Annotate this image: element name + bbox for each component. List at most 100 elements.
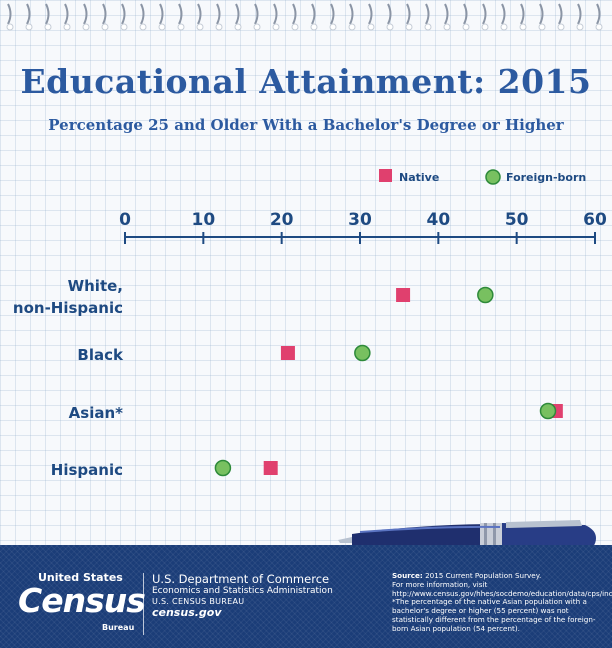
binding-hole [519,23,527,31]
binding-ring [558,3,563,25]
legend-foreign-born-marker [485,169,501,185]
legend: Native Foreign-born [379,169,586,185]
binding-hole [120,23,128,31]
spiral-binding [6,3,603,31]
binding-hole [139,23,147,31]
binding-ring [501,3,506,25]
x-tick-label: 60 [583,210,607,230]
binding-ring [159,3,164,25]
binding-hole [234,23,242,31]
binding-ring [539,3,544,25]
binding-ring [292,3,297,25]
binding-ring [463,3,468,25]
binding-ring [387,3,392,25]
binding-ring [596,3,601,25]
binding-ring [121,3,126,25]
binding-hole [253,23,261,31]
binding-hole [557,23,565,31]
x-tick-label: 50 [505,210,529,230]
binding-hole [291,23,299,31]
category-label: Black [77,346,124,364]
binding-ring [45,3,50,25]
binding-ring [26,3,31,25]
category-label: Asian* [69,404,123,422]
binding-hole [405,23,413,31]
binding-ring [64,3,69,25]
binding-ring [7,3,12,25]
binding-ring [330,3,335,25]
binding-ring [273,3,278,25]
binding-ring [178,3,183,25]
binding-hole [481,23,489,31]
logo-main-text: Census [18,581,146,620]
binding-hole [443,23,451,31]
binding-hole [44,23,52,31]
binding-ring [425,3,430,25]
foreign-born-point [214,459,232,477]
binding-hole [329,23,337,31]
binding-hole [25,23,33,31]
binding-ring [140,3,145,25]
binding-hole [6,23,14,31]
binding-hole [386,23,394,31]
legend-native-marker [379,169,392,182]
source-label: Source: [392,571,423,580]
binding-ring [577,3,582,25]
binding-hole [196,23,204,31]
native-point [396,288,411,302]
source-note: Source: 2015 Current Population Survey. … [392,571,612,633]
footer-divider [143,573,144,635]
binding-hole [576,23,584,31]
x-tick-label: 10 [191,210,215,230]
binding-ring [406,3,411,25]
binding-hole [500,23,508,31]
binding-ring [235,3,240,25]
binding-ring [482,3,487,25]
binding-hole [215,23,223,31]
category-label: White, non-Hispanic [13,277,123,317]
binding-hole [63,23,71,31]
chart-title: Educational Attainment: 2015 [20,62,592,101]
logo-top-text: United States [38,571,123,584]
binding-ring [254,3,259,25]
dept-admin: Economics and Statistics Administration [152,586,333,597]
source-url-text[interactable]: For more information, visit http://www.c… [392,579,612,598]
x-tick-label: 0 [119,210,131,230]
dept-bureau: U.S. CENSUS BUREAU [152,596,245,606]
binding-ring [444,3,449,25]
binding-ring [102,3,107,25]
binding-ring [349,3,354,25]
binding-hole [424,23,432,31]
census-gov-link[interactable]: census.gov [152,605,222,619]
binding-hole [158,23,166,31]
footer: United States Census Bureau U.S. Departm… [0,545,612,648]
foreign-born-point [354,344,371,362]
binding-ring [520,3,525,25]
binding-hole [538,23,546,31]
binding-ring [197,3,202,25]
binding-ring [311,3,316,25]
binding-ring [83,3,88,25]
x-tick-label: 40 [426,210,450,230]
binding-ring [216,3,221,25]
binding-hole [310,23,318,31]
census-logo[interactable]: United States Census Bureau [16,571,146,641]
binding-ring [368,3,373,25]
binding-hole [367,23,375,31]
native-point [280,346,295,360]
native-point [263,461,278,475]
footnote-text: *The percentage of the native Asian popu… [392,597,596,633]
binding-hole [462,23,470,31]
chart: Native Foreign-born 0 10 20 30 40 50 60 White, non… [13,169,607,479]
foreign-born-point [539,402,557,420]
logo-bottom-text: Bureau [102,623,135,632]
dept-name: U.S. Department of Commerce [152,572,330,586]
foreign-born-point [477,286,494,304]
department-block: U.S. Department of Commerce Economics an… [152,572,377,619]
chart-subtitle: Percentage 25 and Older With a Bachelor'… [48,116,564,134]
category-label: Hispanic [51,461,123,479]
binding-hole [82,23,90,31]
source-text: 2015 Current Population Survey. [422,571,542,580]
legend-label: Foreign-born [506,171,586,184]
binding-hole [177,23,185,31]
